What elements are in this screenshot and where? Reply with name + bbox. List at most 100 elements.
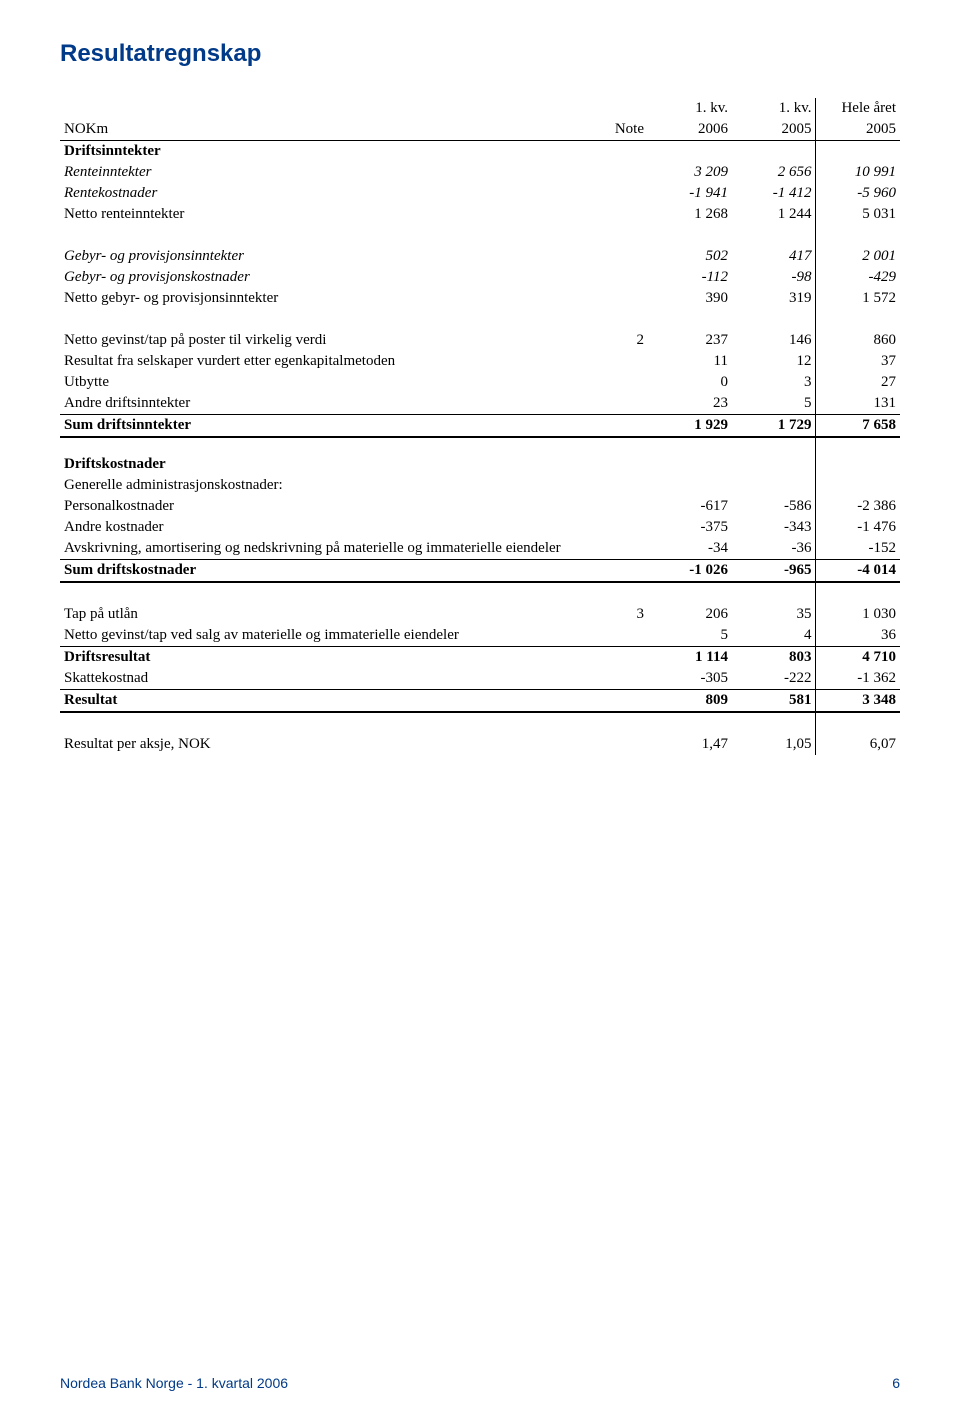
table-row: Driftsresultat1 1148034 710: [60, 647, 900, 669]
table-row: Netto gevinst/tap ved salg av materielle…: [60, 625, 900, 647]
table-cell: 3 348: [816, 690, 900, 713]
table-cell: 35: [732, 604, 816, 625]
table-cell: -4 014: [816, 560, 900, 583]
table-row: Renteinntekter3 2092 65610 991: [60, 162, 900, 183]
table-cell: 37: [816, 351, 900, 372]
table-cell: [732, 475, 816, 496]
table-cell: [732, 437, 816, 475]
table-cell: 36: [816, 625, 900, 647]
table-row: Skattekostnad-305-222-1 362: [60, 668, 900, 690]
table-cell: 5: [648, 625, 732, 647]
table-row: Generelle administrasjonskostnader:: [60, 475, 900, 496]
table-cell: 1 030: [816, 604, 900, 625]
table-cell: [598, 560, 648, 583]
table-cell: -152: [816, 538, 900, 560]
table-cell: -429: [816, 267, 900, 288]
table-cell: 23: [648, 393, 732, 415]
table-cell: Andre driftsinntekter: [60, 393, 598, 415]
table-cell: -222: [732, 668, 816, 690]
table-cell: 12: [732, 351, 816, 372]
table-row: Netto gebyr- og provisjonsinntekter 39031…: [60, 288, 900, 309]
table-cell: -1 362: [816, 668, 900, 690]
table-cell: 803: [732, 647, 816, 669]
table-cell: [598, 475, 648, 496]
table-cell: [598, 267, 648, 288]
table-row: Tap på utlån3206351 030: [60, 604, 900, 625]
table-cell: -343: [732, 517, 816, 538]
table-cell: [598, 372, 648, 393]
table-cell: 5: [732, 393, 816, 415]
table-cell: Netto gevinst/tap på poster til virkelig…: [60, 330, 598, 351]
table-cell: 417: [732, 246, 816, 267]
table-cell: [732, 141, 816, 163]
table-cell: 860: [816, 330, 900, 351]
table-cell: [816, 582, 900, 604]
table-cell: 2 001: [816, 246, 900, 267]
table-cell: Netto gebyr- og provisjonsinntekter: [60, 288, 598, 309]
table-cell: [816, 309, 900, 330]
table-cell: 1,47: [648, 734, 732, 755]
table-cell: 502: [648, 246, 732, 267]
table-header-row: NOKmNote200620052005: [60, 119, 900, 141]
table-row: Driftsinntekter: [60, 141, 900, 163]
table-cell: Driftsresultat: [60, 647, 598, 669]
table-cell: 319: [732, 288, 816, 309]
table-cell: Gebyr- og provisjonskostnader: [60, 267, 598, 288]
table-cell: [598, 517, 648, 538]
table-cell: [648, 437, 732, 475]
table-cell: [598, 415, 648, 438]
table-cell: 1 268: [648, 204, 732, 225]
table-row: Resultat fra selskaper vurdert etter ege…: [60, 351, 900, 372]
table-cell: -1 026: [648, 560, 732, 583]
table-cell: [598, 690, 648, 713]
table-cell: -1 412: [732, 183, 816, 204]
table-row: [60, 309, 900, 330]
table-cell: -1 941: [648, 183, 732, 204]
income-statement-table: 1. kv.1. kv.Hele åretNOKmNote20062005200…: [60, 98, 900, 755]
table-cell: [598, 393, 648, 415]
table-cell: Netto gevinst/tap ved salg av materielle…: [60, 625, 598, 647]
table-row: Andre driftsinntekter235131: [60, 393, 900, 415]
table-cell: Hele året: [816, 98, 900, 119]
table-cell: Sum driftskostnader: [60, 560, 598, 583]
table-cell: 0: [648, 372, 732, 393]
table-cell: 237: [648, 330, 732, 351]
table-cell: Utbytte: [60, 372, 598, 393]
table-cell: 27: [816, 372, 900, 393]
table-cell: Sum driftsinntekter: [60, 415, 598, 438]
table-row: Sum driftskostnader-1 026-965-4 014: [60, 560, 900, 583]
table-row: Netto gevinst/tap på poster til virkelig…: [60, 330, 900, 351]
page-footer: Nordea Bank Norge - 1. kvartal 2006 6: [60, 1375, 900, 1391]
table-cell: [598, 625, 648, 647]
table-cell: Rentekostnader: [60, 183, 598, 204]
table-row: Sum driftsinntekter1 9291 7297 658: [60, 415, 900, 438]
table-cell: [598, 538, 648, 560]
table-row: Driftskostnader: [60, 437, 900, 475]
table-cell: Resultat: [60, 690, 598, 713]
table-cell: [816, 437, 900, 475]
table-cell: 1,05: [732, 734, 816, 755]
table-cell: 6,07: [816, 734, 900, 755]
table-cell: Netto renteinntekter: [60, 204, 598, 225]
table-cell: [816, 712, 900, 734]
table-cell: 2005: [816, 119, 900, 141]
table-cell: 809: [648, 690, 732, 713]
page-title: Resultatregnskap: [60, 40, 900, 68]
table-cell: Resultat per aksje, NOK: [60, 734, 598, 755]
table-cell: 2006: [648, 119, 732, 141]
table-cell: [816, 225, 900, 246]
table-row: [60, 225, 900, 246]
table-cell: Gebyr- og provisjonsinntekter: [60, 246, 598, 267]
table-cell: 10 991: [816, 162, 900, 183]
table-cell: 206: [648, 604, 732, 625]
table-cell: [60, 98, 598, 119]
table-cell: 3: [598, 604, 648, 625]
table-row: Gebyr- og provisjonskostnader-112-98-429: [60, 267, 900, 288]
table-cell: 1. kv.: [732, 98, 816, 119]
table-cell: [598, 98, 648, 119]
table-cell: 3: [732, 372, 816, 393]
table-row: Resultat8095813 348: [60, 690, 900, 713]
table-cell: 390: [648, 288, 732, 309]
footer-left: Nordea Bank Norge - 1. kvartal 2006: [60, 1375, 288, 1391]
table-cell: -586: [732, 496, 816, 517]
